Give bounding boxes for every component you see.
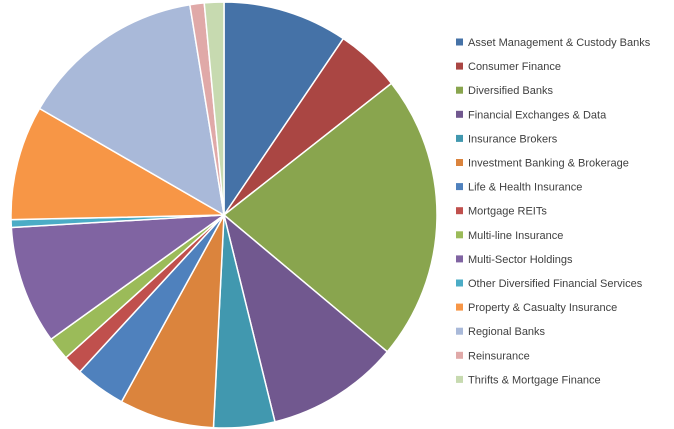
legend-entry: Multi-Sector Holdings [456,254,573,266]
legend-entry: Reinsurance [456,350,530,362]
legend-entry: Property & Casualty Insurance [456,302,617,314]
chart-legend: Asset Management & Custody Banks Consumer… [456,37,651,386]
legend-swatch [456,86,463,94]
pie-slice-thrifts-mortgage-finance [203,1,225,216]
legend-swatch [456,207,463,215]
legend-label: Multi-Sector Holdings [468,254,573,266]
legend-entry: Investment Banking & Brokerage [456,158,629,170]
legend-swatch [456,303,463,311]
legend-label: Multi-line Insurance [468,230,563,242]
legend-swatch [456,351,463,359]
legend-label: Regional Banks [468,326,546,338]
legend-label: Financial Exchanges & Data [468,109,607,121]
legend-swatch [456,110,463,118]
legend-label: Property & Casualty Insurance [468,302,617,314]
legend-entry: Consumer Finance [456,61,561,73]
legend-swatch [456,134,463,142]
legend-swatch [456,62,463,70]
legend-entry: Insurance Brokers [456,133,558,145]
pie-slices [10,1,438,429]
pie-slice-multi-sector-holdings [10,214,225,340]
legend-entry: Mortgage REITs [456,206,547,218]
legend-label: Consumer Finance [468,61,561,73]
legend-label: Investment Banking & Brokerage [468,158,629,170]
legend-label: Mortgage REITs [468,206,547,218]
legend-label: Other Diversified Financial Services [468,278,643,290]
pie-slice-diversified-banks [223,82,438,353]
legend-label: Insurance Brokers [468,133,558,145]
legend-swatch [456,327,463,335]
legend-entry: Multi-line Insurance [456,230,563,242]
pie-slice-property-casualty-insurance [10,107,225,221]
legend-swatch [456,159,463,166]
pie-slice-regional-banks [38,4,225,216]
legend-label: Diversified Banks [468,85,553,97]
legend-swatch [456,231,463,239]
legend-swatch [456,279,463,287]
legend-swatch [456,255,463,263]
legend-swatch [456,183,463,191]
legend-label: Asset Management & Custody Banks [468,37,651,49]
legend-entry: Financial Exchanges & Data [456,109,607,121]
legend-entry: Life & Health Insurance [456,182,582,194]
legend-swatch [456,38,463,46]
legend-entry: Diversified Banks [456,85,553,97]
legend-entry: Asset Management & Custody Banks [456,37,651,49]
legend-entry: Regional Banks [456,326,546,338]
legend-entry: Thrifts & Mortgage Finance [456,374,601,386]
pie-slice-asset-management-custody-banks [223,1,345,216]
legend-label: Reinsurance [468,350,530,362]
pie-slice-financial-exchanges-data [223,214,389,423]
legend-entry: Other Diversified Financial Services [456,278,643,290]
legend-swatch [456,375,463,383]
legend-label: Life & Health Insurance [468,182,582,194]
legend-label: Thrifts & Mortgage Finance [468,374,601,386]
